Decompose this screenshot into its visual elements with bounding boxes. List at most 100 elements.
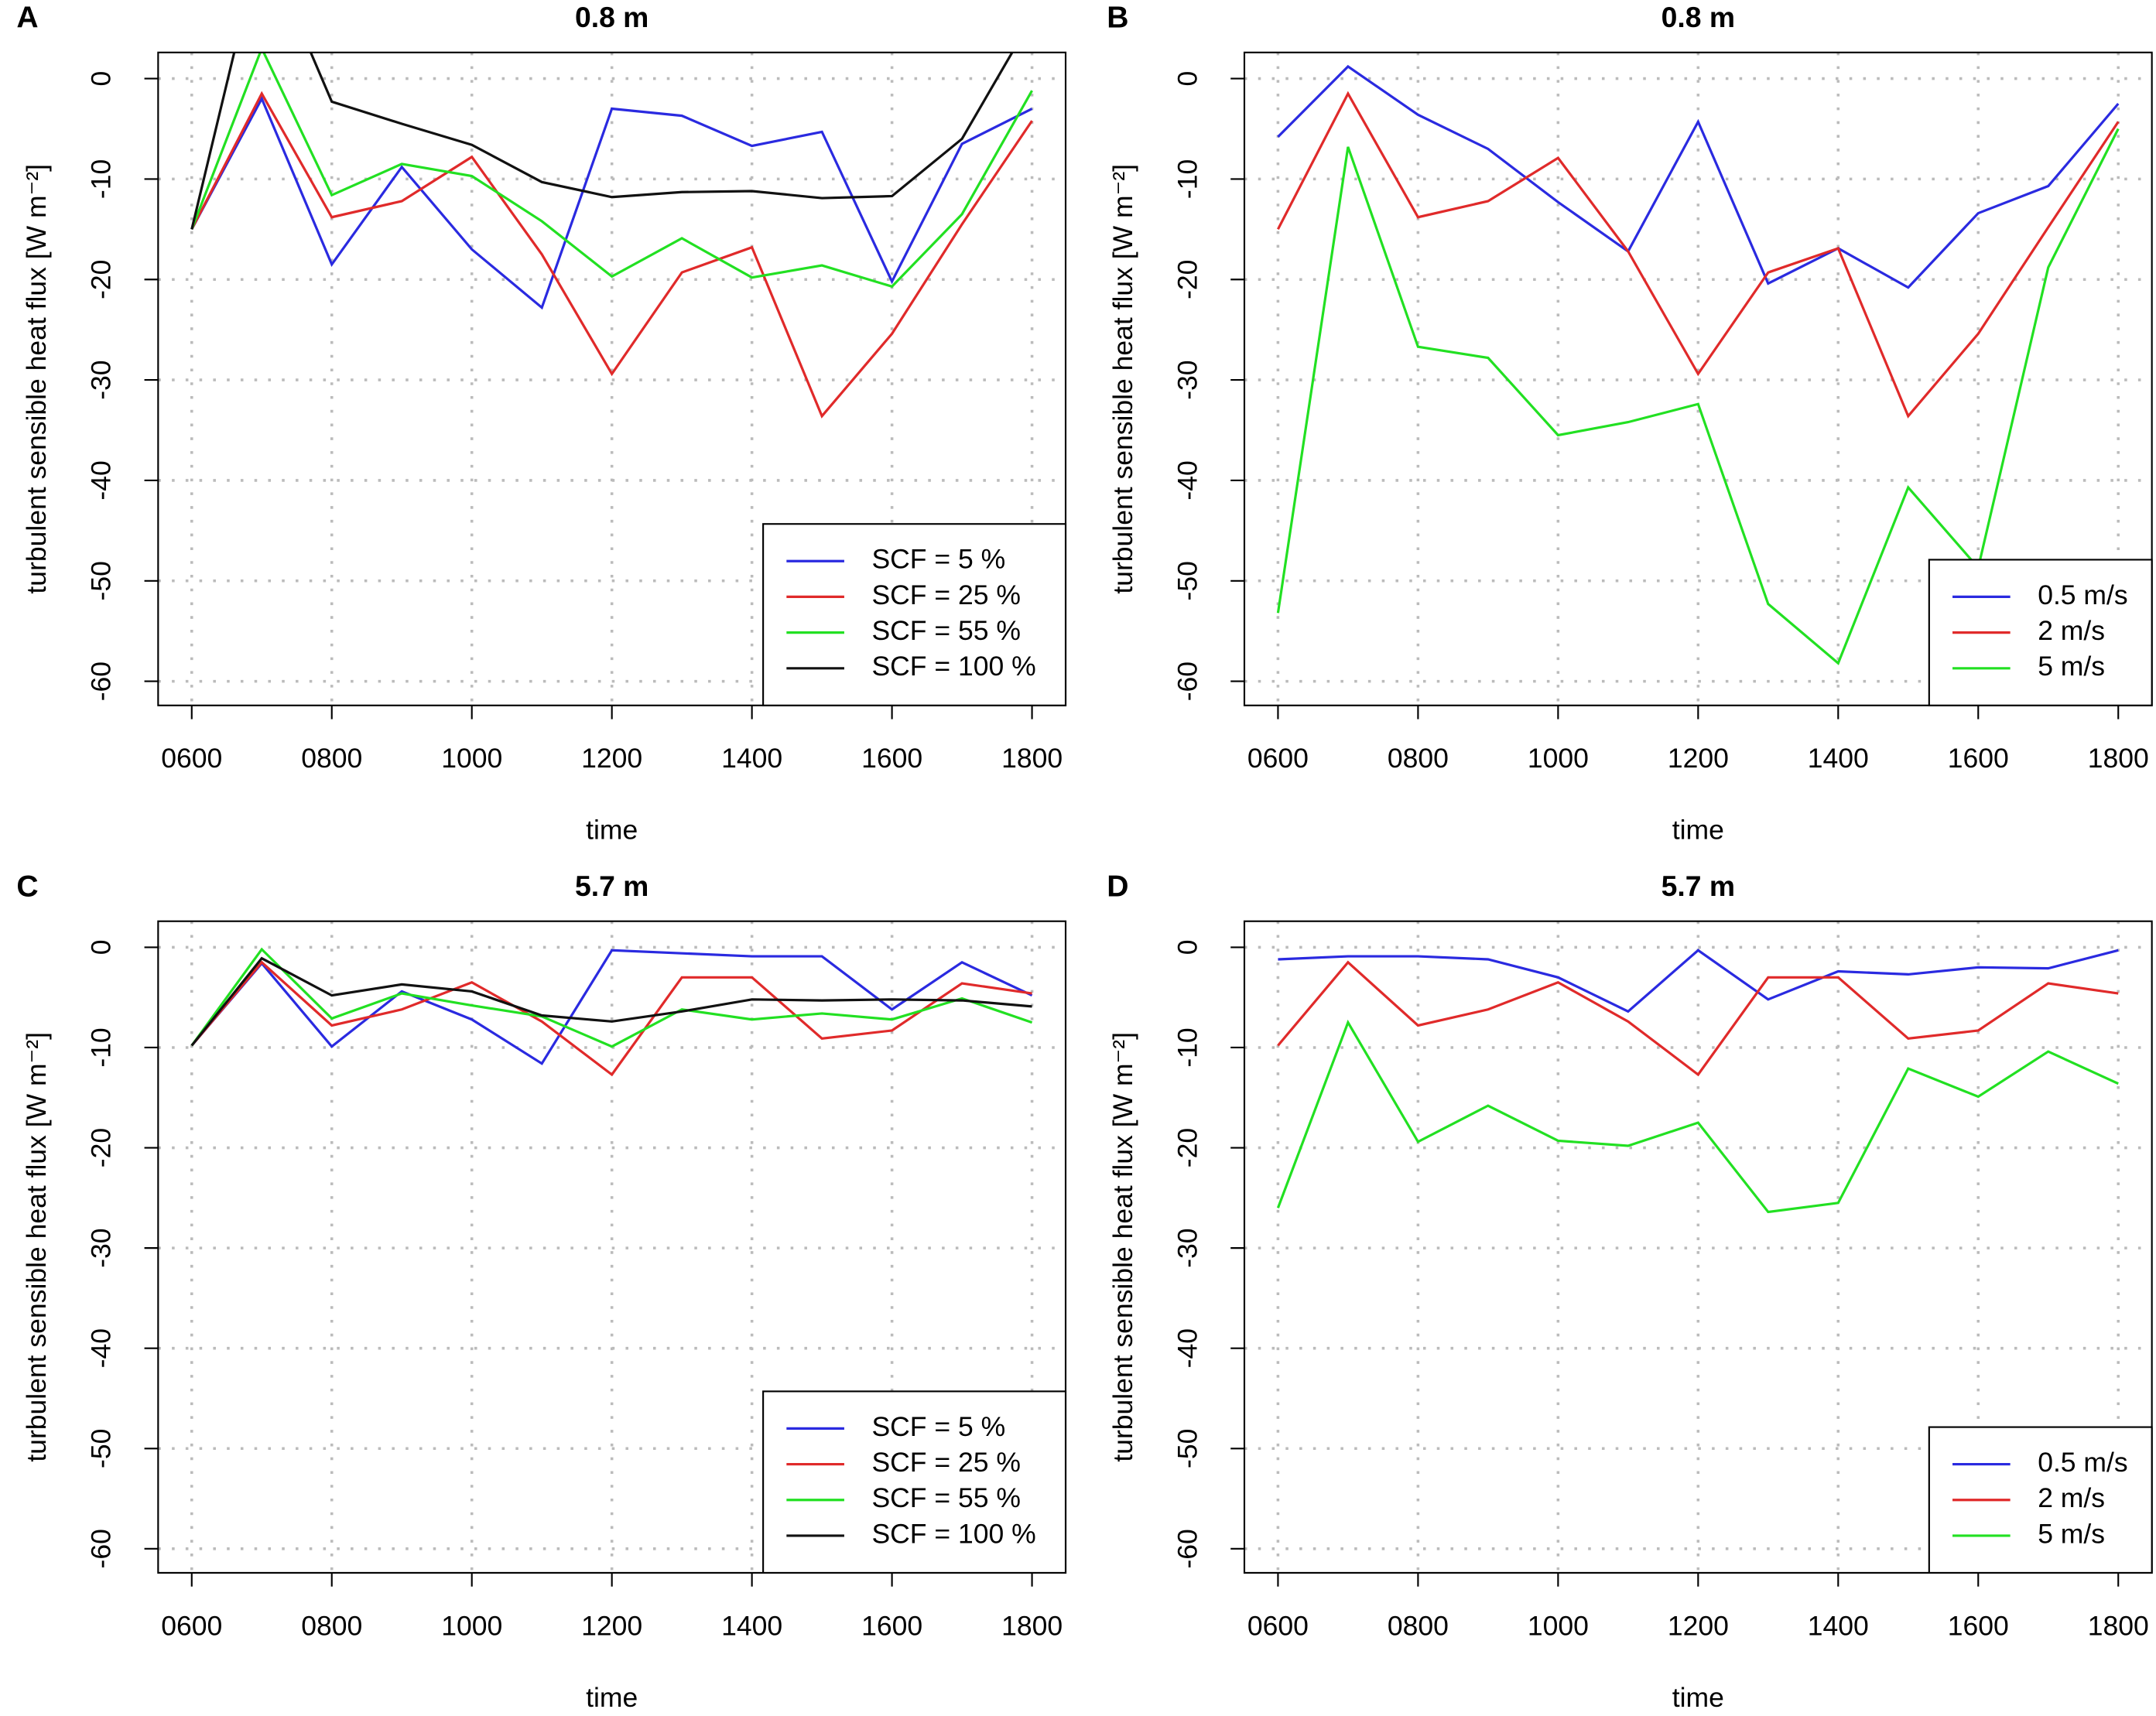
series-line	[190, 949, 1033, 1065]
x-tick-label: 1600	[1948, 1610, 2009, 1641]
panel-label: D	[1107, 870, 1128, 903]
y-axis-label: turbulent sensible heat flux [W m⁻²]	[21, 164, 52, 594]
series-line	[190, 947, 1033, 1048]
y-tick-label: 0	[86, 71, 117, 87]
legend-label: SCF = 55 %	[871, 615, 1020, 646]
x-tick-label: 0600	[161, 743, 222, 774]
legend-label: SCF = 5 %	[871, 1411, 1005, 1442]
y-tick-label: -60	[1172, 661, 1203, 701]
y-tick-label: -20	[86, 1128, 117, 1167]
x-axis-label: time	[586, 815, 638, 846]
x-tick-label: 1200	[1668, 1610, 1729, 1641]
x-tick-label: 1800	[2088, 743, 2149, 774]
y-tick-label: -30	[86, 1228, 117, 1267]
y-tick-label: -50	[1172, 561, 1203, 600]
legend-label: 0.5 m/s	[2038, 579, 2127, 610]
y-tick-label: -30	[1172, 1228, 1203, 1267]
y-tick-label: 0	[1172, 940, 1203, 955]
series-line	[190, 52, 1033, 289]
y-tick-label: -50	[86, 561, 117, 600]
y-axis-label: turbulent sensible heat flux [W m⁻²]	[1107, 1032, 1138, 1462]
x-axis-label: time	[1672, 815, 1724, 846]
y-tick-label: -40	[1172, 460, 1203, 500]
y-tick-label: -40	[86, 460, 117, 500]
legend-label: SCF = 100 %	[871, 1518, 1035, 1549]
x-tick-label: 0600	[1247, 1610, 1309, 1641]
x-axis-label: time	[586, 1682, 638, 1713]
y-axis-label: turbulent sensible heat flux [W m⁻²]	[21, 1032, 52, 1462]
series-line	[1277, 64, 2120, 289]
chart-title: 0.8 m	[575, 1, 649, 33]
legend-label: SCF = 25 %	[871, 1447, 1020, 1478]
x-tick-label: 0800	[301, 743, 362, 774]
x-tick-label: 0800	[301, 1610, 362, 1641]
plot-frame	[1243, 51, 2153, 706]
panel-label: C	[16, 870, 38, 903]
legend-label: 2 m/s	[2038, 1482, 2105, 1513]
plot-frame	[157, 920, 1067, 1574]
x-tick-label: 1200	[581, 1610, 642, 1641]
legend-label: SCF = 5 %	[871, 544, 1005, 575]
legend-label: 5 m/s	[2038, 651, 2105, 682]
x-tick-label: 0600	[161, 1610, 222, 1641]
legend-label: 5 m/s	[2038, 1518, 2105, 1549]
y-tick-label: -10	[1172, 1027, 1203, 1067]
series-line	[190, 960, 1032, 1077]
legend-label: SCF = 55 %	[871, 1482, 1020, 1513]
y-tick-label: -60	[86, 1529, 117, 1568]
series-line	[190, 91, 1033, 419]
x-tick-label: 1400	[1808, 743, 1869, 774]
panel-label: A	[16, 1, 38, 34]
x-tick-label: 0800	[1388, 743, 1449, 774]
x-tick-label: 1800	[1001, 743, 1063, 774]
plot-frame	[157, 51, 1067, 706]
y-tick-label: -30	[86, 360, 117, 399]
x-tick-label: 1400	[1808, 1610, 1869, 1641]
x-tick-label: 0800	[1388, 1610, 1449, 1641]
y-tick-label: 0	[1172, 71, 1203, 87]
x-tick-label: 1800	[1001, 1610, 1063, 1641]
y-tick-label: -10	[86, 159, 117, 199]
chart-title: 5.7 m	[575, 870, 649, 902]
y-tick-label: -40	[1172, 1328, 1203, 1368]
series-line	[1277, 91, 2120, 419]
series-line	[1276, 1019, 2119, 1214]
y-tick-label: -60	[1172, 1529, 1203, 1568]
y-tick-label: -10	[1172, 159, 1203, 199]
legend-label: SCF = 100 %	[871, 651, 1035, 682]
x-tick-label: 1000	[1528, 1610, 1589, 1641]
x-tick-label: 1200	[1668, 743, 1729, 774]
x-tick-label: 1600	[861, 743, 922, 774]
y-tick-label: -20	[1172, 1128, 1203, 1167]
legend-label: 0.5 m/s	[2038, 1447, 2127, 1478]
y-tick-label: -10	[86, 1027, 117, 1067]
x-tick-label: 1200	[581, 743, 642, 774]
x-tick-label: 1600	[1948, 743, 2009, 774]
legend-label: 2 m/s	[2038, 615, 2105, 646]
y-axis-label: turbulent sensible heat flux [W m⁻²]	[1107, 164, 1138, 594]
series-line	[190, 95, 1033, 310]
x-tick-label: 1000	[441, 1610, 502, 1641]
y-tick-label: -60	[86, 661, 117, 701]
chart-title: 5.7 m	[1661, 870, 1735, 902]
series-line	[190, 52, 1014, 230]
legend-box	[762, 523, 1067, 706]
panel-label: B	[1107, 1, 1128, 34]
x-tick-label: 1600	[861, 1610, 922, 1641]
x-axis-label: time	[1672, 1682, 1724, 1713]
x-tick-label: 1400	[721, 1610, 782, 1641]
series-line	[1277, 960, 2119, 1077]
y-tick-label: 0	[86, 940, 117, 955]
y-tick-label: -20	[86, 260, 117, 299]
y-tick-label: -30	[1172, 360, 1203, 399]
plot-frame	[1243, 920, 2153, 1574]
legend-box	[762, 1390, 1067, 1574]
legend-label: SCF = 25 %	[871, 579, 1020, 610]
chart-title: 0.8 m	[1661, 1, 1735, 33]
y-tick-label: -50	[1172, 1429, 1203, 1468]
x-tick-label: 1800	[2088, 1610, 2149, 1641]
series-line	[1278, 949, 2119, 1014]
x-tick-label: 1000	[441, 743, 502, 774]
x-tick-label: 0600	[1247, 743, 1309, 774]
